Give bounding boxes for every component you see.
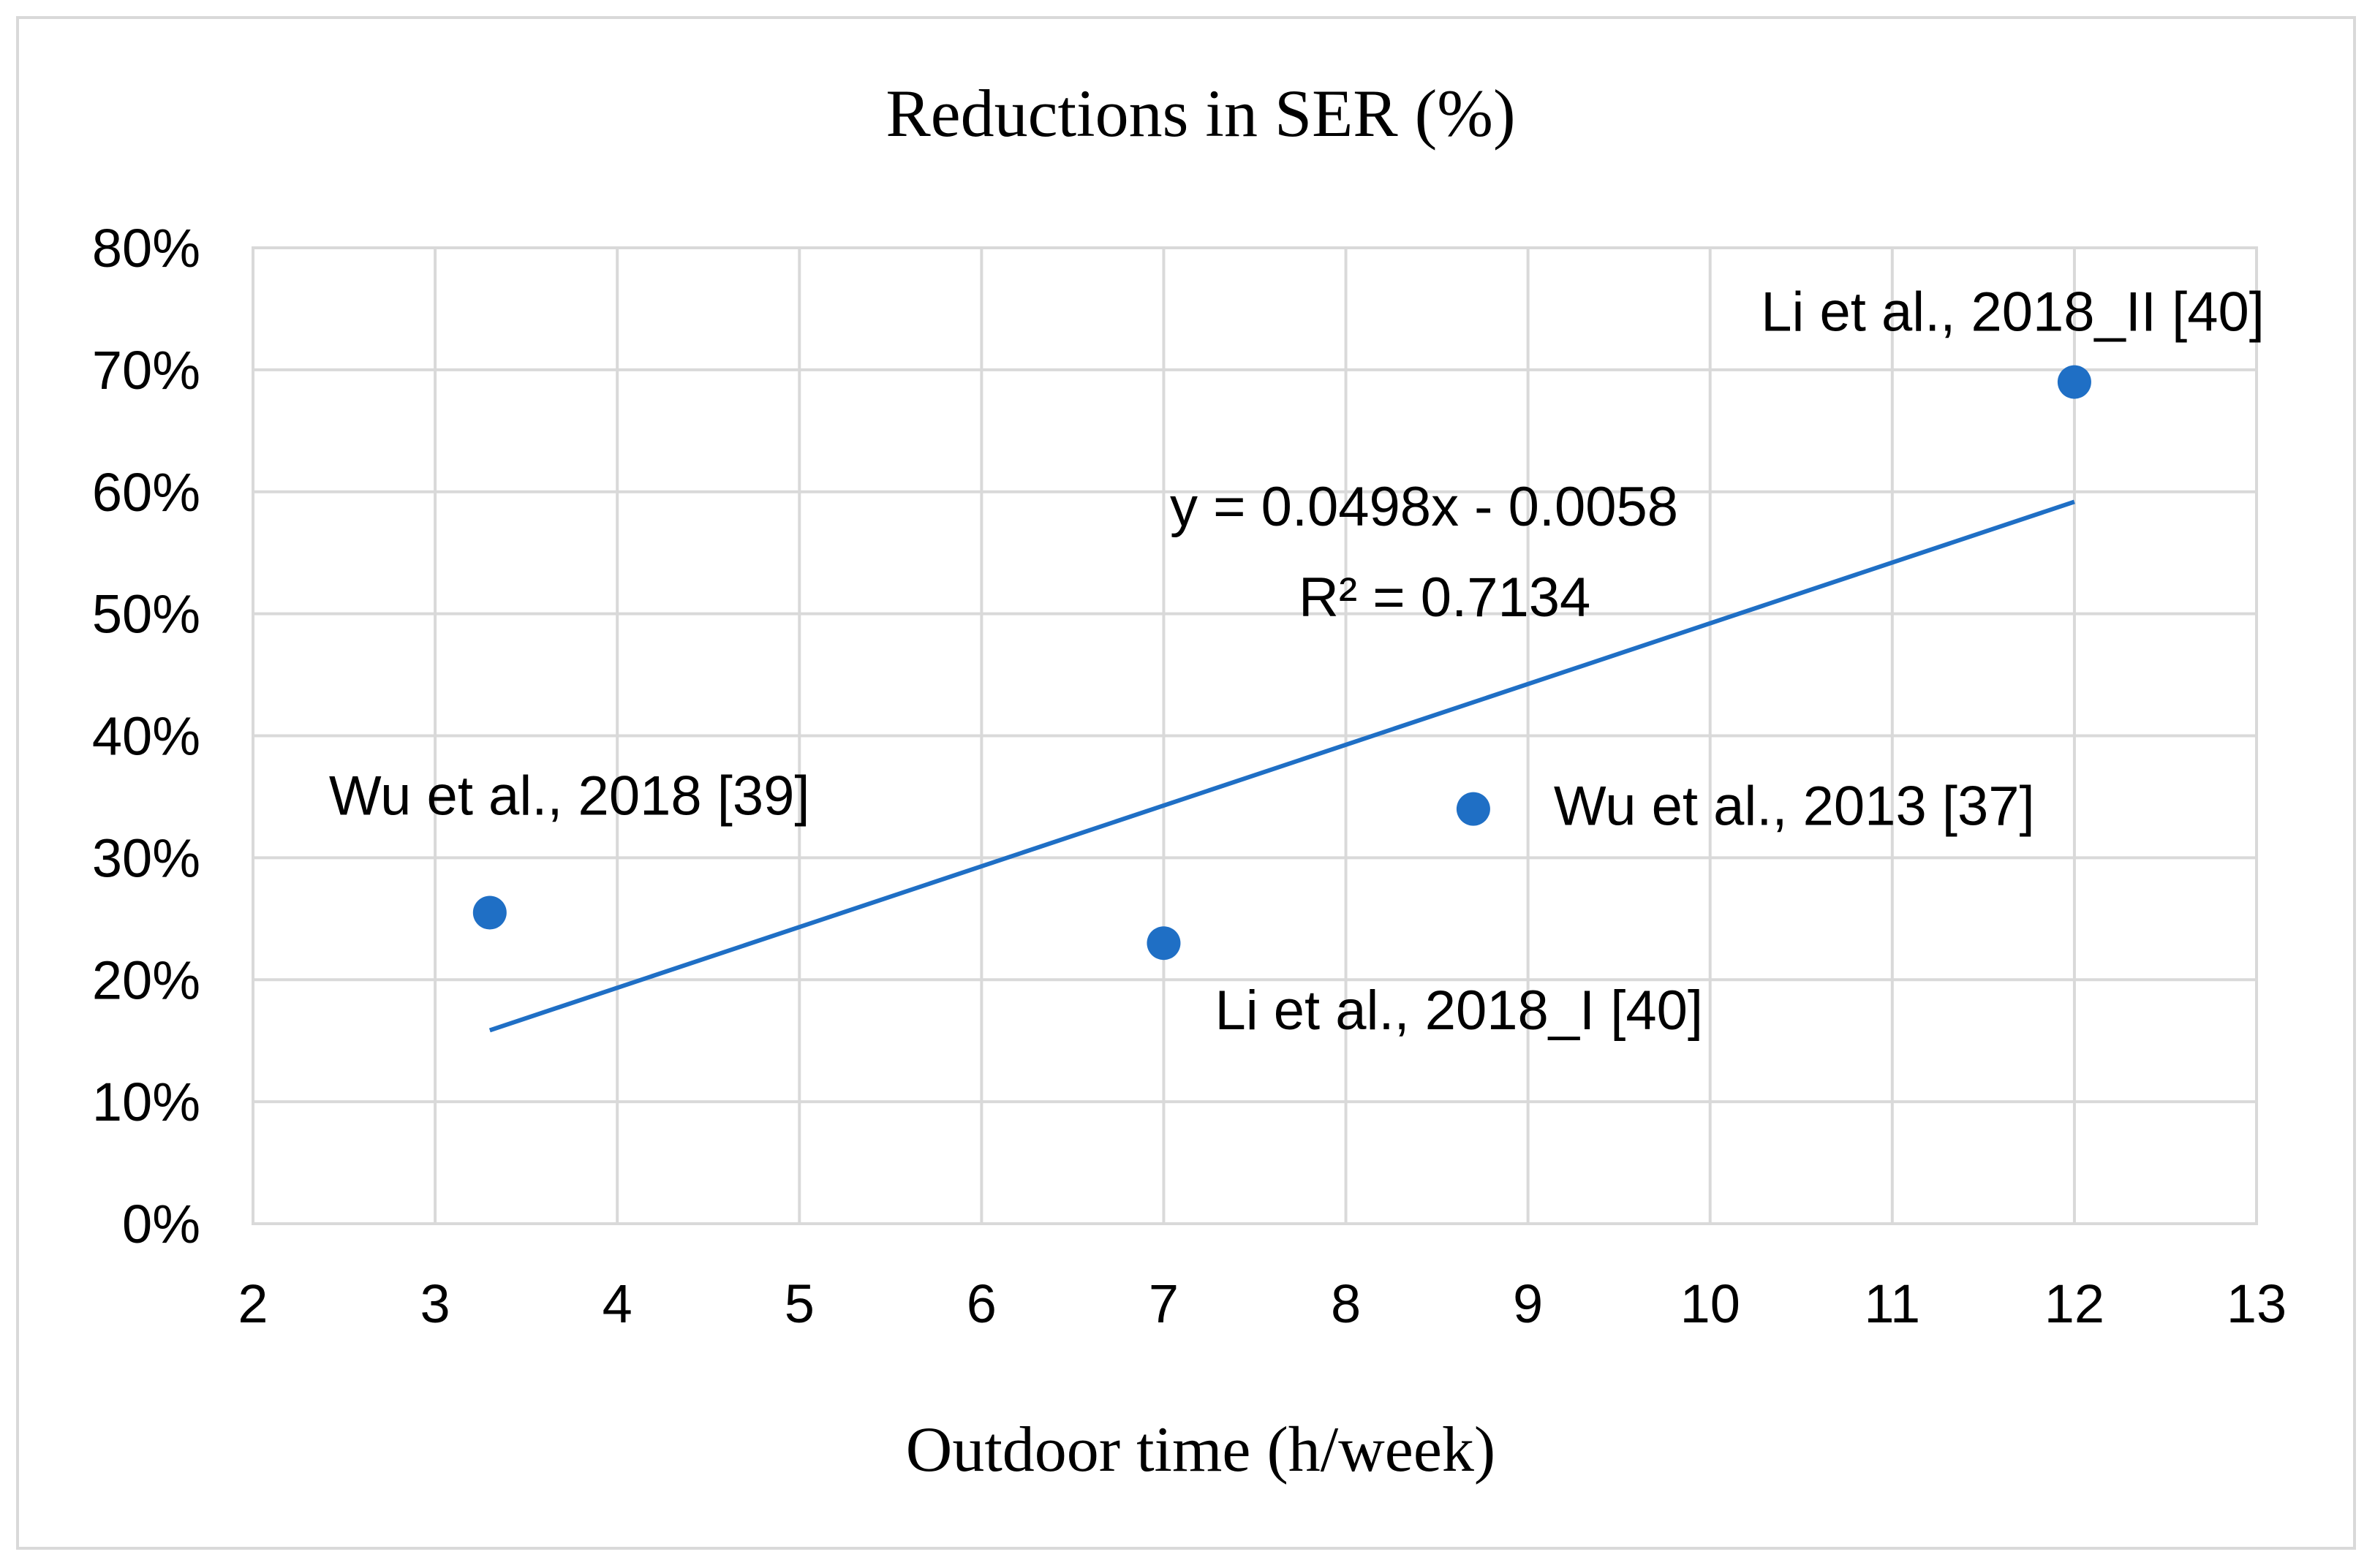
y-tick-label: 20% (92, 950, 200, 1010)
y-tick-label: 80% (92, 218, 200, 279)
data-points (472, 365, 2091, 961)
data-point (1147, 926, 1181, 961)
x-axis-title: Outdoor time (h/week) (906, 1414, 1495, 1485)
x-tick-label: 13 (2227, 1273, 2287, 1334)
chart-svg: 2 3 4 5 6 7 8 9 10 11 12 13 0% 10% 20% 30% 40% 50% 60% 70% 8… (92, 76, 2287, 1485)
trendline-r-squared: R² = 0.7134 (1299, 567, 1590, 629)
data-point-label: Li et al., 2018_II [40] (1761, 281, 2265, 344)
x-tick-label: 11 (1864, 1273, 1920, 1334)
y-tick-label: 60% (92, 462, 200, 523)
y-tick-label: 50% (92, 584, 200, 645)
trendline-layer (488, 499, 2075, 1033)
x-tick-label: 3 (420, 1273, 450, 1334)
point-labels: Wu et al., 2018 [39] Li et al., 2018_I [4… (329, 281, 2265, 1042)
y-tick-label: 10% (92, 1072, 200, 1132)
tick-labels: 2 3 4 5 6 7 8 9 10 11 12 13 0% 10% 20% 30% 40% 50% 60% 70% 8… (92, 218, 2287, 1334)
y-tick-label: 30% (92, 827, 200, 888)
data-point (472, 895, 507, 930)
trendline (488, 499, 2075, 1033)
x-tick-label: 7 (1149, 1273, 1179, 1334)
x-tick-label: 4 (603, 1273, 633, 1334)
x-tick-label: 8 (1331, 1273, 1361, 1334)
plot-area-border (252, 246, 2258, 1225)
y-tick-label: 70% (92, 340, 200, 401)
x-tick-label: 9 (1513, 1273, 1543, 1334)
y-tick-label: 40% (92, 706, 200, 767)
data-point (1456, 792, 1490, 826)
chart-frame: 2 3 4 5 6 7 8 9 10 11 12 13 0% 10% 20% 30% 40% 50% 60% 70% 8… (16, 16, 2356, 1550)
x-tick-label: 5 (785, 1273, 815, 1334)
x-tick-label: 6 (967, 1273, 997, 1334)
y-tick-label: 0% (122, 1194, 200, 1254)
chart-title: Reductions in SER (%) (886, 76, 1515, 151)
data-point-label: Wu et al., 2018 [39] (329, 765, 810, 827)
trendline-equation: y = 0.0498x - 0.0058 (1170, 476, 1678, 538)
data-point-label: Li et al., 2018_I [40] (1215, 980, 1703, 1042)
x-tick-label: 12 (2044, 1273, 2104, 1334)
data-point-label: Wu et al., 2013 [37] (1554, 776, 2035, 838)
x-tick-label: 10 (1680, 1273, 1740, 1334)
x-tick-label: 2 (238, 1273, 268, 1334)
data-point (2057, 365, 2091, 399)
grid-layer (252, 246, 2258, 1225)
